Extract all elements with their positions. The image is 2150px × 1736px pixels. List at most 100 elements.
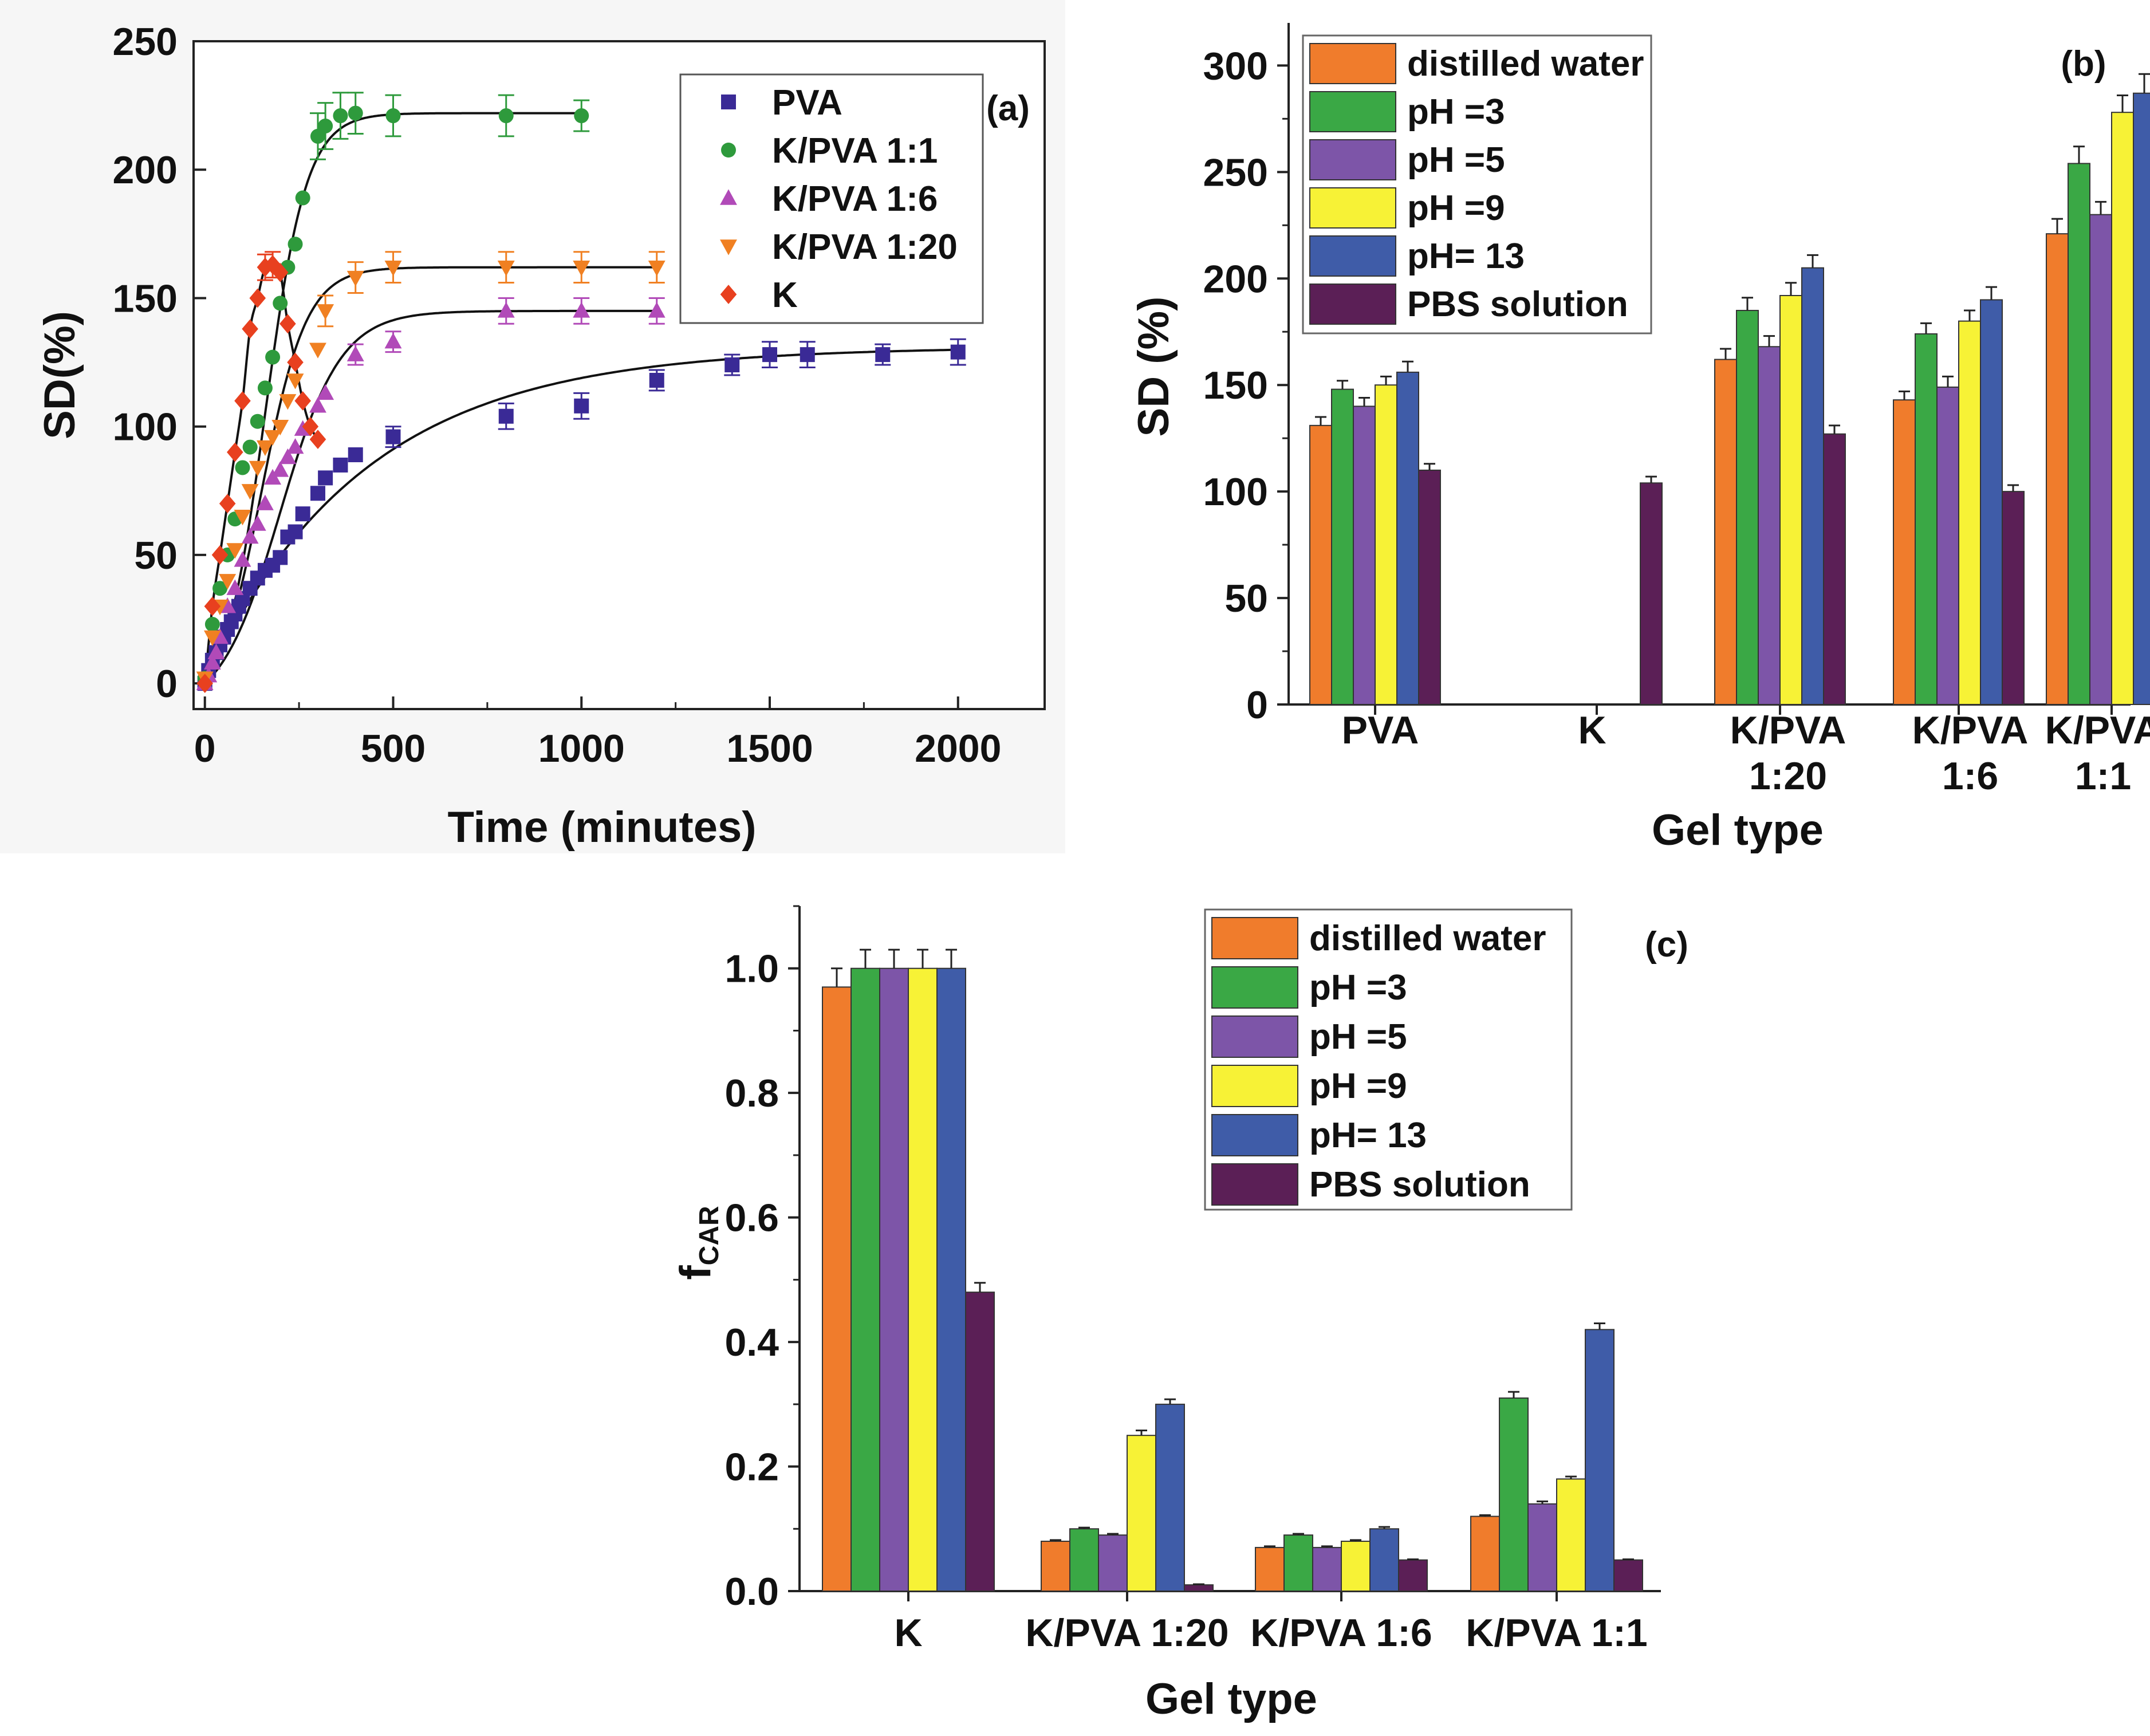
legend-marker-a <box>720 239 737 255</box>
data-point-a <box>294 391 311 411</box>
bar-c <box>1613 1559 1643 1592</box>
bar-b <box>1640 482 1663 705</box>
data-point-a <box>203 630 221 647</box>
legend-label-b: pH= 13 <box>1407 237 1525 276</box>
data-point-a <box>348 105 363 121</box>
data-point-a <box>288 237 303 252</box>
bar-c <box>879 967 909 1592</box>
data-point-a <box>257 380 273 396</box>
data-point-a <box>800 347 815 363</box>
data-point-a <box>346 270 364 287</box>
bar-c <box>1283 1534 1313 1592</box>
y-tick-label-b: 100 <box>1203 470 1268 514</box>
data-point-a <box>271 262 289 282</box>
data-point-a <box>648 260 666 277</box>
data-point-a <box>219 574 237 590</box>
data-point-a <box>573 260 590 277</box>
category-label-b: K/PVA <box>1730 708 1846 752</box>
legend-label-b: pH =5 <box>1407 140 1505 180</box>
bar-c <box>850 967 880 1592</box>
data-point-a <box>286 373 304 389</box>
y-tick-label-c: 0.6 <box>724 1196 779 1240</box>
bar-c <box>1369 1528 1399 1592</box>
legend-label-a: K/PVA 1:1 <box>772 131 938 171</box>
data-point-a <box>257 257 274 277</box>
x-tick-label-a: 1500 <box>726 727 813 770</box>
data-point-a <box>249 515 266 531</box>
bar-c <box>1341 1541 1371 1592</box>
bar-c <box>1069 1528 1099 1592</box>
bar-c <box>1585 1329 1615 1592</box>
bar-b <box>1936 386 1959 705</box>
data-point-a <box>242 319 258 339</box>
data-point-a <box>288 524 303 540</box>
bar-b <box>1958 320 1981 705</box>
x-axis-title-c: Gel type <box>1145 1675 1317 1723</box>
data-point-a <box>333 108 348 124</box>
y-tick-label-c: 0.0 <box>724 1570 779 1613</box>
y-tick-label-a: 250 <box>113 20 178 64</box>
category-label-b: K <box>1578 708 1606 752</box>
legend-swatch-b <box>1309 187 1396 229</box>
bar-c <box>822 986 852 1592</box>
category-label-b: 1:1 <box>2075 754 2131 798</box>
bar-b <box>1396 371 1419 705</box>
bar-c <box>1527 1503 1557 1592</box>
bar-b <box>2089 214 2112 705</box>
legend-label-c: distilled water <box>1309 919 1546 958</box>
data-point-a <box>333 457 348 473</box>
y-tick-label-a: 200 <box>113 148 178 192</box>
data-point-a <box>309 343 326 359</box>
legend-label-c: pH =9 <box>1309 1066 1407 1106</box>
y-tick-label-b: 300 <box>1203 44 1268 88</box>
bar-c <box>1041 1541 1070 1592</box>
y-axis-title-a: SD(%) <box>36 311 84 439</box>
data-point-a <box>317 384 334 400</box>
panel-label-b: (b) <box>2061 44 2106 84</box>
data-point-a <box>235 460 250 475</box>
legend-marker-a <box>721 95 736 109</box>
data-point-a <box>309 397 326 413</box>
data-point-a <box>249 288 266 308</box>
category-label-b: 1:20 <box>1749 754 1827 798</box>
bar-b <box>2133 92 2150 705</box>
legend-swatch-b <box>1309 43 1396 84</box>
bar-c <box>1556 1478 1586 1592</box>
bar-c <box>1184 1584 1214 1592</box>
y-tick-label-b: 200 <box>1203 257 1268 301</box>
bar-b <box>1915 333 1938 705</box>
data-point-a <box>950 344 966 360</box>
data-point-a <box>204 617 220 632</box>
data-point-a <box>249 460 266 477</box>
category-label-c: K/PVA 1:1 <box>1466 1611 1647 1655</box>
bar-c <box>1098 1534 1128 1592</box>
data-point-a <box>310 486 325 501</box>
legend-swatch-c <box>1211 917 1298 959</box>
data-point-a <box>346 345 364 361</box>
data-point-a <box>234 391 251 411</box>
legend-swatch-c <box>1211 1015 1298 1058</box>
bar-b <box>2068 163 2090 705</box>
bar-b <box>1331 388 1354 705</box>
legend-marker-a <box>720 285 737 304</box>
data-point-a <box>295 190 310 206</box>
data-point-a <box>264 430 282 446</box>
legend-swatch-b <box>1309 139 1396 180</box>
bar-b <box>1758 346 1781 705</box>
series-a-1 <box>197 338 966 691</box>
data-point-a <box>256 494 274 510</box>
data-point-a <box>648 302 666 318</box>
data-point-a <box>242 439 258 455</box>
legend-marker-a <box>720 189 737 205</box>
y-tick-label-b: 250 <box>1203 151 1268 194</box>
y-tick-label-c: 0.2 <box>724 1446 779 1489</box>
legend-swatch-c <box>1211 966 1298 1009</box>
category-label-b: PVA <box>1342 708 1419 752</box>
data-point-a <box>286 438 304 454</box>
bar-b <box>2111 112 2134 705</box>
bar-b <box>1893 399 1916 705</box>
data-point-a <box>212 581 228 596</box>
y-tick-label-c: 0.8 <box>724 1072 779 1115</box>
legend-label-a: K/PVA 1:6 <box>772 179 938 219</box>
panel-label-c: (c) <box>1645 925 1688 965</box>
